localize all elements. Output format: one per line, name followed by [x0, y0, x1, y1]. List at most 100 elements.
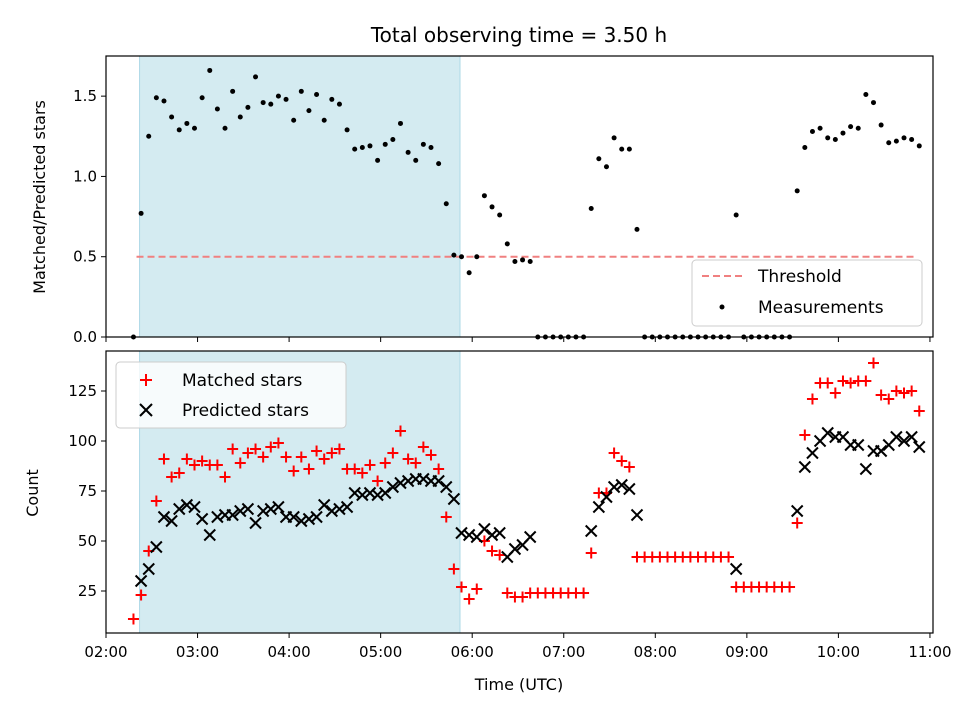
matched-stars-series [127, 357, 925, 625]
matched-point [898, 387, 910, 399]
bottom-y-axis-label: Count [23, 469, 42, 517]
predicted-point [859, 462, 873, 476]
x-tick-label: 04:00 [267, 643, 310, 661]
predicted-point [623, 482, 636, 496]
measurement-point [298, 88, 304, 94]
matched-point [227, 443, 239, 455]
x-tick-label: 10:00 [817, 643, 860, 661]
measurement-point [802, 145, 808, 151]
top-panel: 0.0 0.5 1.0 1.5 Matched/Predicted stars Thr… [30, 55, 934, 346]
matched-point [219, 471, 231, 483]
predicted-point [523, 530, 537, 544]
predicted-point [493, 526, 506, 540]
matched-point [784, 581, 796, 593]
matched-point [265, 441, 277, 453]
measurement-point [817, 125, 823, 131]
matched-point [318, 453, 330, 465]
matched-point [242, 447, 254, 459]
predicted-point [897, 434, 911, 448]
bottom-legend: Matched stars Predicted stars [115, 361, 347, 429]
measurement-point [169, 114, 175, 120]
measurement-point [794, 188, 800, 194]
measurement-point [230, 88, 236, 94]
matched-point [150, 495, 162, 507]
threshold-legend-label: Threshold [757, 267, 842, 287]
matched-point [173, 467, 185, 479]
measurement-point [809, 128, 815, 134]
matched-point [913, 405, 925, 417]
matched-point [433, 463, 445, 475]
measurement-point [611, 135, 617, 141]
measurement-point [504, 241, 510, 247]
matched-point [280, 451, 292, 463]
top-legend-box [691, 259, 923, 327]
measurement-point [306, 108, 312, 114]
matched-point [311, 445, 323, 457]
predicted-point [462, 528, 476, 542]
measurement-point [245, 104, 251, 110]
top-y-tick-label: 0.5 [73, 248, 97, 266]
x-tick-label: 05:00 [359, 643, 402, 661]
measurement-point [161, 98, 167, 104]
predicted-point [150, 540, 163, 554]
measurement-point [153, 95, 159, 101]
matched-point [471, 583, 483, 595]
matched-point [379, 457, 391, 469]
top-y-tick-label: 0.0 [73, 328, 97, 346]
measurement-point [489, 204, 495, 210]
matched-point [349, 463, 361, 475]
x-tick-label: 11:00 [908, 643, 951, 661]
measurement-point [916, 143, 922, 149]
predicted-point [585, 524, 598, 538]
measurement-point [275, 93, 281, 99]
predicted-point [440, 480, 453, 494]
measurement-point [344, 127, 350, 133]
measurement-point [436, 161, 442, 167]
measurement-point [329, 96, 335, 102]
matched-point [875, 389, 887, 401]
matched-point [425, 449, 437, 461]
measurement-point [283, 96, 289, 102]
matched-point [440, 511, 452, 523]
measurement-point [909, 136, 915, 142]
measurement-point [352, 146, 358, 152]
measurement-point [863, 92, 869, 98]
predicted-point [203, 528, 216, 542]
matched-point [883, 393, 895, 405]
predicted-point [134, 574, 148, 588]
predicted-point [165, 514, 178, 528]
matched-point [906, 385, 918, 397]
measurement-point [375, 157, 381, 163]
predicted-point [790, 504, 804, 518]
predicted-point [607, 480, 621, 494]
matched-point [799, 429, 811, 441]
x-tick-label: 07:00 [542, 643, 585, 661]
measurement-point [146, 133, 152, 139]
predicted-point [592, 500, 606, 514]
measurement-point [855, 125, 861, 131]
predicted-point [226, 508, 239, 522]
predicted-point [821, 426, 834, 440]
matched-point [272, 437, 284, 449]
x-tick-label: 06:00 [451, 643, 494, 661]
bottom-y-tick-label: 125 [68, 382, 97, 400]
x-tick-label: 02:00 [84, 643, 127, 661]
predicted-point [272, 500, 285, 514]
predicted-point [508, 542, 522, 556]
matched-point [135, 589, 147, 601]
predicted-point [234, 504, 247, 518]
matched-point [806, 393, 818, 405]
measurement-point [443, 201, 449, 207]
top-x-ticks [105, 337, 931, 342]
predicted-point [394, 476, 407, 490]
matched-point [356, 467, 368, 479]
matched-point [448, 563, 460, 575]
predicted-point [317, 498, 331, 512]
predicted-point [806, 446, 819, 460]
predicted-point [295, 514, 308, 528]
measurement-point [237, 114, 243, 120]
predicted-point [630, 508, 644, 522]
measurement-point [466, 270, 472, 276]
matched-point [188, 459, 200, 471]
